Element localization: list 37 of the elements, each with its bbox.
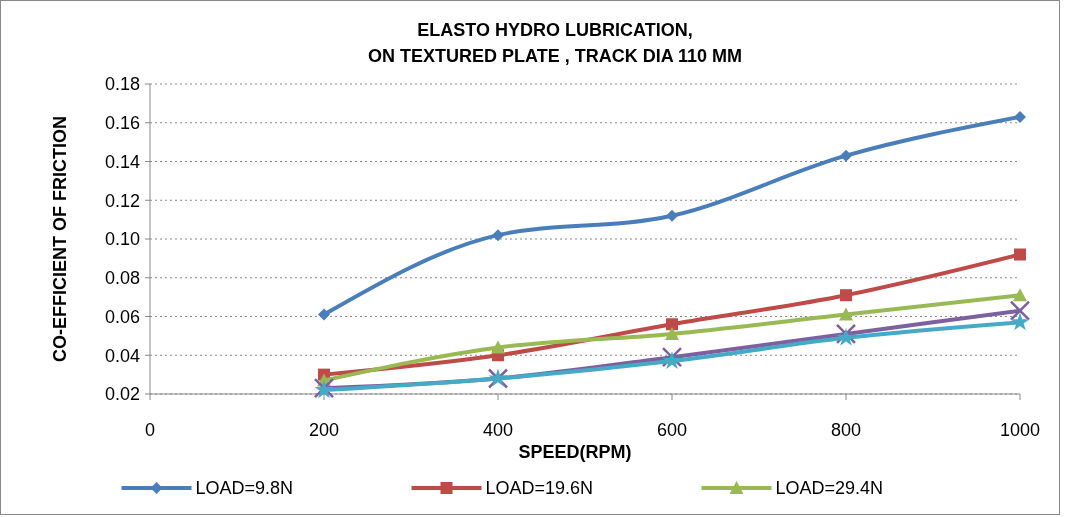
point bbox=[666, 209, 678, 222]
y-tick-label: 0.18 bbox=[104, 74, 140, 95]
point bbox=[1010, 312, 1030, 331]
chart-title: ELASTO HYDRO LUBRICATION, ON TEXTURED PLATE , TRACK DIA 110 MM bbox=[367, 20, 743, 66]
y-tick-label: 0.10 bbox=[104, 229, 140, 250]
y-axis-title: CO-EFFICIENT OF FRICTION bbox=[50, 116, 70, 362]
x-tick-label: 800 bbox=[830, 420, 862, 440]
x-tick-label: 200 bbox=[308, 420, 340, 440]
point bbox=[318, 308, 330, 321]
point bbox=[1013, 288, 1027, 302]
y-tick-label: 0.06 bbox=[104, 306, 140, 327]
x-axis-title: SPEED(RPM) bbox=[518, 442, 632, 462]
point bbox=[661, 346, 683, 368]
point bbox=[491, 340, 505, 354]
point bbox=[666, 318, 678, 331]
legend-label: LOAD=9.8N bbox=[195, 478, 294, 499]
y-tick-label: 0.14 bbox=[104, 151, 140, 172]
x-tick-label: 600 bbox=[656, 420, 688, 440]
point bbox=[665, 326, 679, 340]
point bbox=[840, 289, 852, 302]
point bbox=[1014, 248, 1026, 261]
point bbox=[839, 307, 853, 321]
point bbox=[1009, 300, 1031, 321]
y-tick-label: 0.16 bbox=[104, 113, 140, 134]
legend-label: LOAD=19.6N bbox=[485, 478, 594, 499]
x-tick-label: 1000 bbox=[999, 420, 1041, 440]
y-tick-label: 0.04 bbox=[104, 345, 140, 366]
point bbox=[1014, 110, 1026, 123]
point bbox=[662, 351, 682, 370]
point bbox=[840, 149, 852, 162]
x-tick-label: 400 bbox=[482, 420, 514, 440]
point bbox=[492, 229, 504, 242]
legend-label: LOAD=29.4N bbox=[775, 478, 884, 499]
y-tick-label: 0.08 bbox=[104, 268, 140, 289]
y-tick-label: 0.02 bbox=[104, 384, 140, 405]
y-tick-label: 0.12 bbox=[104, 190, 140, 211]
x-tick-label: 0 bbox=[144, 420, 156, 440]
